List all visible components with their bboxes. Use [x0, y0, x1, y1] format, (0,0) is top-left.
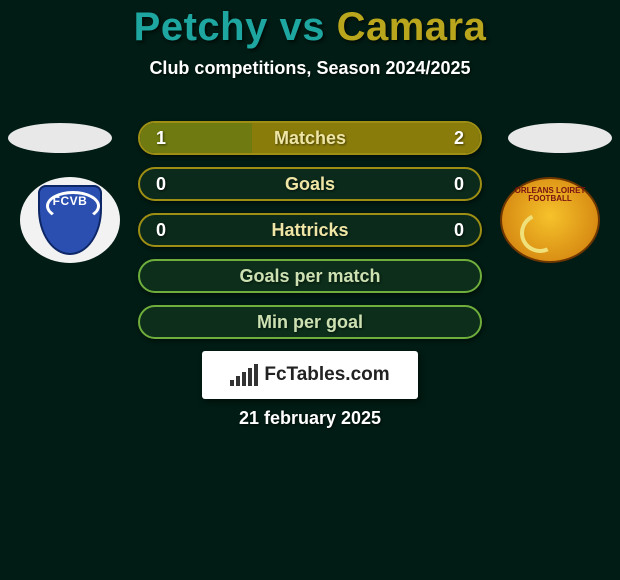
stat-row-hattricks: 0 Hattricks 0 [138, 213, 482, 247]
bar-chart-icon [230, 364, 258, 386]
title-vs: vs [279, 5, 325, 49]
snapshot-date: 21 february 2025 [0, 408, 620, 429]
comparison-card: Petchy vs Camara Club competitions, Seas… [0, 0, 620, 580]
fcvb-shield-icon [38, 185, 102, 255]
orleans-text: ORLEANS LOIRET FOOTBALL [502, 187, 598, 203]
stat-left-value: 0 [156, 174, 166, 195]
stat-label: Hattricks [271, 220, 348, 241]
orleans-swirl-icon [514, 207, 565, 258]
stat-label: Min per goal [257, 312, 363, 333]
stat-label: Goals [285, 174, 335, 195]
stat-row-goals-per-match: Goals per match [138, 259, 482, 293]
title-player2: Camara [337, 5, 487, 49]
stats-panel: 1 Matches 2 0 Goals 0 0 Hattricks 0 Goal… [138, 121, 482, 351]
stat-row-matches: 1 Matches 2 [138, 121, 482, 155]
player2-club-badge: ORLEANS LOIRET FOOTBALL [500, 177, 600, 263]
brand-text: FcTables.com [264, 364, 389, 386]
stat-row-goals: 0 Goals 0 [138, 167, 482, 201]
player1-club-badge [20, 177, 120, 263]
player2-avatar [508, 123, 612, 153]
title-player1: Petchy [134, 5, 268, 49]
stat-label: Goals per match [239, 266, 380, 287]
brand-watermark: FcTables.com [202, 351, 418, 399]
stat-left-value: 0 [156, 220, 166, 241]
stat-row-min-per-goal: Min per goal [138, 305, 482, 339]
stat-right-value: 0 [454, 174, 464, 195]
stat-right-value: 0 [454, 220, 464, 241]
player1-avatar [8, 123, 112, 153]
stat-left-value: 1 [156, 128, 166, 149]
stat-label: Matches [274, 128, 346, 149]
stat-right-value: 2 [454, 128, 464, 149]
subtitle: Club competitions, Season 2024/2025 [0, 58, 620, 79]
page-title: Petchy vs Camara [0, 5, 620, 50]
